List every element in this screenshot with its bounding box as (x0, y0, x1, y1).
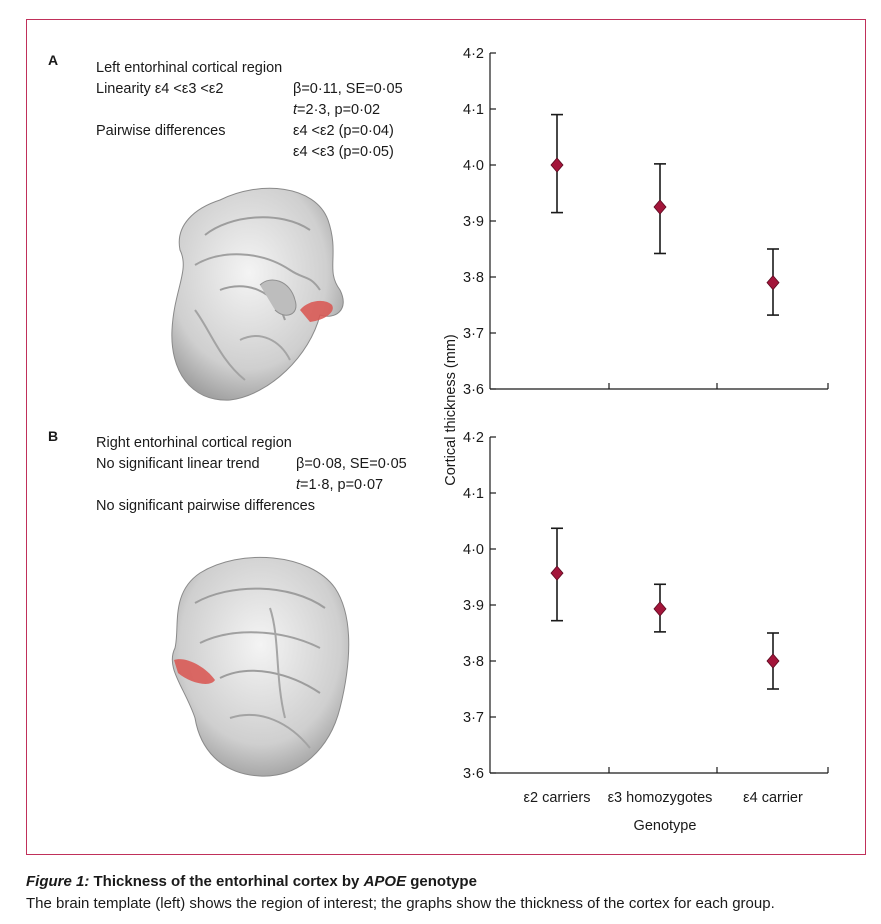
y-tick-label-b: 3·9 (463, 598, 484, 614)
panel-a-pairwise-label: Pairwise differences (96, 123, 226, 139)
panel-a-t-var: t (293, 102, 298, 118)
y-tick-label-b: 3·7 (463, 710, 484, 726)
panel-b-trend-label: No significant linear trend (96, 456, 260, 472)
x-category-label: ε4 carrier (743, 790, 803, 806)
figure-caption: Figure 1: Thickness of the entorhinal co… (26, 871, 775, 915)
y-tick-label-b: 3·6 (463, 766, 484, 782)
y-tick-label-b: 4·1 (463, 486, 484, 502)
panel-b-region: Right entorhinal cortical region (96, 435, 292, 451)
y-axis-label: Cortical thickness (mm) (443, 334, 459, 485)
data-point-b (653, 601, 667, 617)
panel-b-t-stat: t=1·8, p=0·07 (296, 475, 383, 496)
caption-title-post: genotype (406, 873, 477, 890)
brain-template-right-image (171, 556, 350, 777)
data-point-b (550, 565, 564, 581)
data-point-a (766, 274, 780, 291)
data-point-b (766, 653, 780, 669)
chart-panel-b: 3·6 3·7 3·8 3·9 4·0 4·1 4·2 ε2 carriers ε3 homoz… (463, 430, 829, 834)
caption-body: The brain template (left) shows the regi… (26, 895, 775, 912)
chart-panel-a: 3·6 3·7 3·8 3·9 4·0 4·1 4·2 (463, 46, 829, 398)
caption-title-pre: Thickness of the entorhinal cortex by (89, 873, 364, 890)
panel-a-beta: β=0·11, SE=0·05 (293, 81, 403, 97)
region-highlight-left (300, 300, 333, 322)
panel-b-t-var: t (296, 477, 301, 493)
y-tick-label-b: 3·8 (463, 654, 484, 670)
y-tick-label-a: 4·0 (463, 158, 484, 174)
y-tick-label-a: 3·6 (463, 382, 484, 398)
caption-gene: APOE (363, 873, 407, 890)
caption-figure-number: Figure 1: (26, 873, 90, 890)
panel-a-t-stat: t=2·3, p=0·02 (293, 100, 380, 121)
y-tick-label-a: 3·7 (463, 326, 484, 342)
panel-b-beta: β=0·08, SE=0·05 (296, 456, 407, 472)
panel-a-linearity-label: Linearity ε4 <ε3 <ε2 (96, 81, 224, 97)
y-tick-label-a: 4·2 (463, 46, 484, 62)
y-tick-label-a: 4·1 (463, 102, 484, 118)
brain-template-left-image (171, 187, 344, 401)
x-category-label: ε3 homozygotes (608, 790, 713, 806)
panel-a-region: Left entorhinal cortical region (96, 60, 283, 76)
x-category-label: ε2 carriers (524, 790, 591, 806)
region-highlight-right (174, 659, 215, 684)
figure-frame (26, 19, 866, 855)
y-tick-label-a: 3·9 (463, 214, 484, 230)
panel-a-t-value: =2·3, p=0·02 (297, 102, 381, 118)
panel-a-pair-2: ε4 <ε3 (p=0·05) (293, 144, 394, 160)
data-point-a (550, 157, 564, 173)
y-tick-label-b: 4·2 (463, 430, 484, 446)
x-axis-label: Genotype (634, 818, 697, 834)
panel-b-letter: B (48, 428, 59, 444)
panel-b-pairwise-label: No significant pairwise differences (96, 498, 315, 514)
panel-a-pair-1: ε4 <ε2 (p=0·04) (293, 123, 394, 139)
panel-b-t-value: =1·8, p=0·07 (300, 477, 384, 493)
data-point-a (653, 199, 667, 215)
panel-a-letter: A (48, 52, 59, 68)
y-tick-label-b: 4·0 (463, 542, 484, 558)
y-tick-label-a: 3·8 (463, 270, 484, 286)
